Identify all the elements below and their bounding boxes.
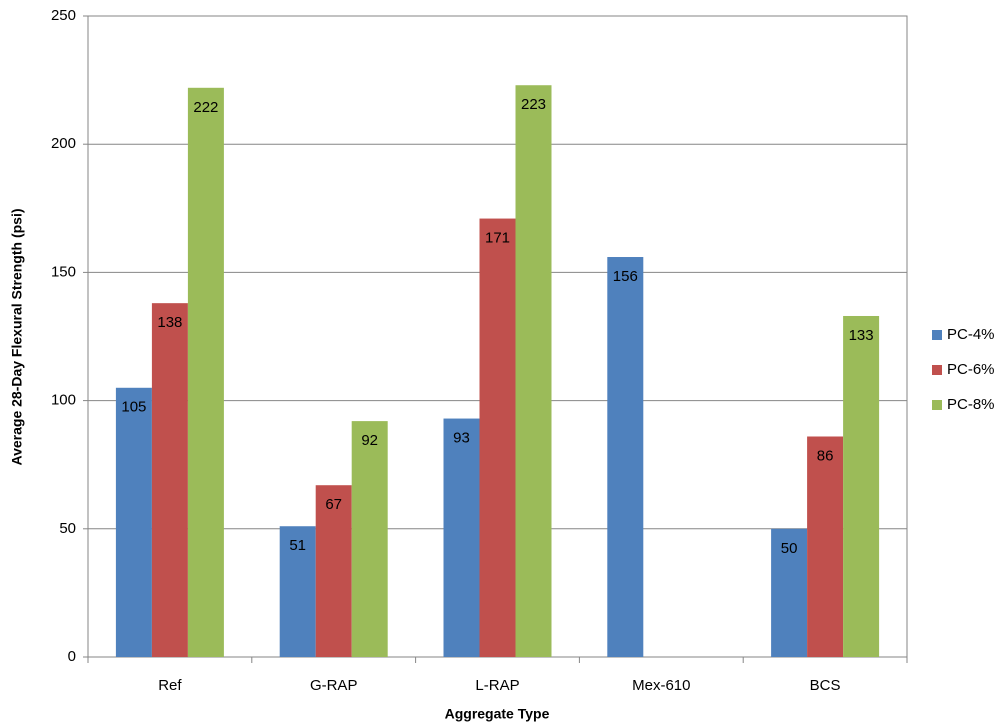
x-tick-label: L-RAP: [475, 677, 519, 694]
data-label: 105: [121, 399, 146, 416]
data-label: 171: [485, 230, 510, 247]
y-tick-label: 0: [68, 648, 76, 665]
data-label: 86: [817, 447, 834, 464]
data-label: 133: [849, 327, 874, 344]
y-tick-label: 50: [59, 520, 76, 537]
y-tick-label: 150: [51, 263, 76, 280]
data-label: 223: [521, 96, 546, 113]
y-tick-label: 100: [51, 392, 76, 409]
data-label: 138: [157, 314, 182, 331]
bar: [607, 257, 644, 657]
legend-swatch: [932, 400, 942, 410]
bar: [315, 485, 352, 657]
x-tick-label: G-RAP: [310, 677, 358, 694]
x-tick-label: Ref: [158, 677, 182, 694]
x-tick-label: BCS: [810, 677, 841, 694]
bar: [351, 421, 388, 657]
bar: [843, 315, 880, 657]
bar: [443, 418, 480, 657]
data-label: 50: [781, 540, 798, 557]
data-label: 67: [325, 496, 342, 513]
x-tick-label: Mex-610: [632, 677, 690, 694]
data-label: 222: [193, 99, 218, 116]
legend-label: PC-8%: [947, 396, 995, 413]
y-tick-label: 200: [51, 135, 76, 152]
bar: [807, 436, 844, 657]
bar: [479, 218, 516, 657]
bar: [187, 87, 224, 658]
legend-label: PC-6%: [947, 361, 995, 378]
x-axis-title: Aggregate Type: [445, 706, 550, 722]
legend-swatch: [932, 330, 942, 340]
bar: [115, 387, 152, 657]
y-tick-label: 250: [51, 7, 76, 24]
y-axis-title: Average 28-Day Flexural Strength (psi): [9, 208, 25, 465]
bar: [151, 303, 188, 657]
data-label: 156: [613, 268, 638, 285]
legend-swatch: [932, 365, 942, 375]
data-label: 93: [453, 430, 470, 447]
data-label: 51: [289, 537, 306, 554]
legend-label: PC-4%: [947, 326, 995, 343]
data-label: 92: [361, 432, 378, 449]
bar: [279, 526, 316, 657]
bar: [771, 528, 808, 657]
bar: [515, 85, 552, 657]
